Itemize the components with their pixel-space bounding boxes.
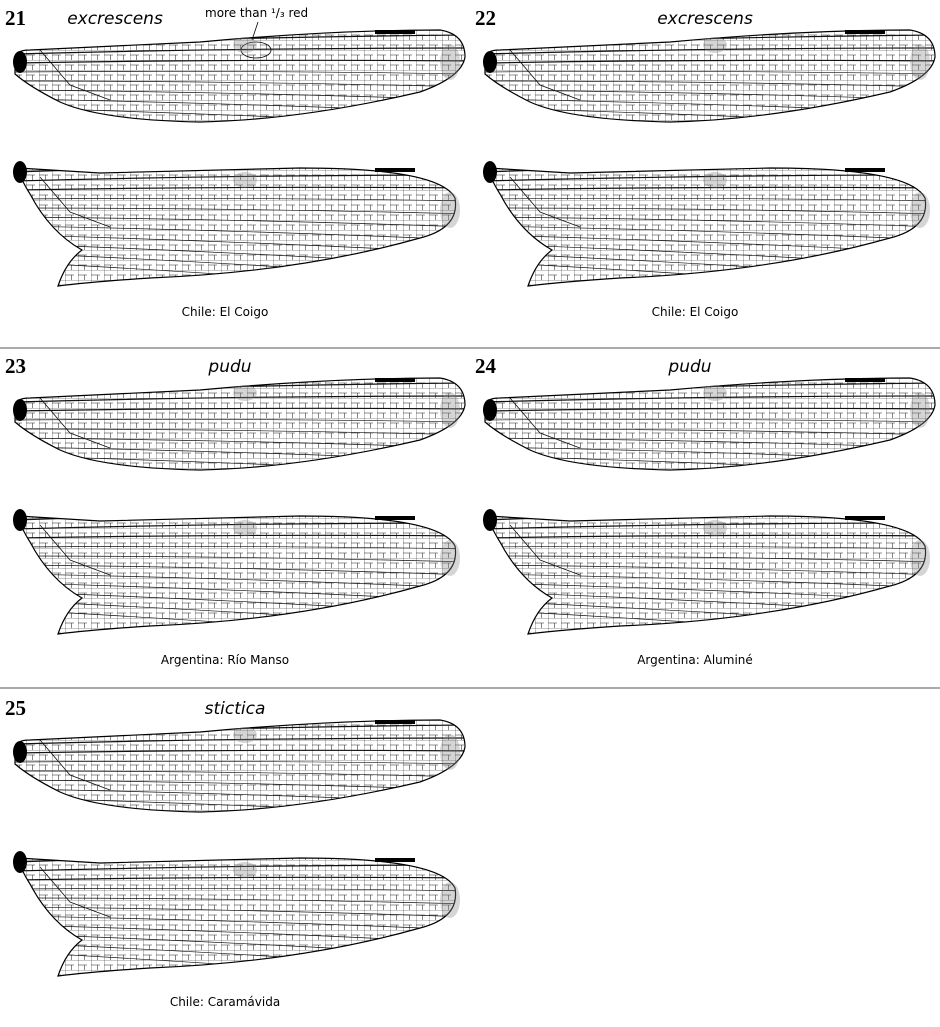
forewing <box>13 30 470 126</box>
pterostigma <box>375 378 415 382</box>
panel: 22 excrescens Chile: El Coigo <box>475 6 940 319</box>
wing-base <box>13 399 27 421</box>
shading <box>233 862 257 878</box>
forewing <box>483 378 940 474</box>
panel-number: 22 <box>475 6 496 30</box>
shading <box>440 192 460 228</box>
shading <box>910 540 930 576</box>
pterostigma <box>845 168 885 172</box>
wing-base <box>13 509 27 531</box>
species-name: stictica <box>205 699 266 719</box>
wing-base <box>13 161 27 183</box>
shading <box>703 172 727 188</box>
shading <box>233 727 257 743</box>
panel: 21 excrescens Chile: El Coigo <box>5 6 470 319</box>
shading <box>233 37 257 53</box>
pterostigma <box>375 516 415 520</box>
shading <box>440 882 460 918</box>
locality: Argentina: Aluminé <box>637 653 753 667</box>
shading <box>703 385 727 401</box>
locality: Chile: Caramávida <box>170 995 280 1009</box>
shading <box>703 520 727 536</box>
species-name: pudu <box>207 357 251 377</box>
pterostigma <box>375 168 415 172</box>
wing-base <box>13 741 27 763</box>
figure: more than ¹/₃ red 21 excrescens Chile: El … <box>0 0 940 1027</box>
pterostigma <box>375 858 415 862</box>
pterostigma <box>845 378 885 382</box>
shading <box>910 392 930 428</box>
shading <box>440 44 460 80</box>
panel: 25 stictica Chile: Caramávida <box>5 696 470 1009</box>
hindwing <box>483 509 940 640</box>
locality: Chile: El Coigo <box>182 305 269 319</box>
shading <box>440 392 460 428</box>
locality: Argentina: Río Manso <box>161 653 289 667</box>
shading <box>233 520 257 536</box>
shading <box>703 37 727 53</box>
panel: 24 pudu Argentina: Aluminé <box>475 354 940 667</box>
shading <box>910 192 930 228</box>
hindwing <box>13 851 470 982</box>
pterostigma <box>845 516 885 520</box>
panel: 23 pudu Argentina: Río Manso <box>5 354 470 667</box>
species-name: excrescens <box>657 9 753 29</box>
hindwing <box>13 161 470 292</box>
species-name: excrescens <box>67 9 163 29</box>
pterostigma <box>375 720 415 724</box>
annotation-text: more than ¹/₃ red <box>205 6 308 20</box>
wing-base <box>483 161 497 183</box>
forewing <box>483 30 940 126</box>
shading <box>440 734 460 770</box>
forewing <box>13 378 470 474</box>
wing-base <box>13 51 27 73</box>
wing-base <box>13 851 27 873</box>
panel-number: 25 <box>5 696 26 720</box>
panel-number: 21 <box>5 6 26 30</box>
species-name: pudu <box>667 357 711 377</box>
hindwing <box>483 161 940 292</box>
wing-base <box>483 509 497 531</box>
pterostigma <box>375 30 415 34</box>
wing-base <box>483 51 497 73</box>
panel-number: 24 <box>475 354 497 378</box>
pterostigma <box>845 30 885 34</box>
panel-number: 23 <box>5 354 26 378</box>
shading <box>910 44 930 80</box>
hindwing <box>13 509 470 640</box>
wing-base <box>483 399 497 421</box>
forewing <box>13 720 470 816</box>
shading <box>233 385 257 401</box>
shading <box>440 540 460 576</box>
locality: Chile: El Coigo <box>652 305 739 319</box>
shading <box>233 172 257 188</box>
